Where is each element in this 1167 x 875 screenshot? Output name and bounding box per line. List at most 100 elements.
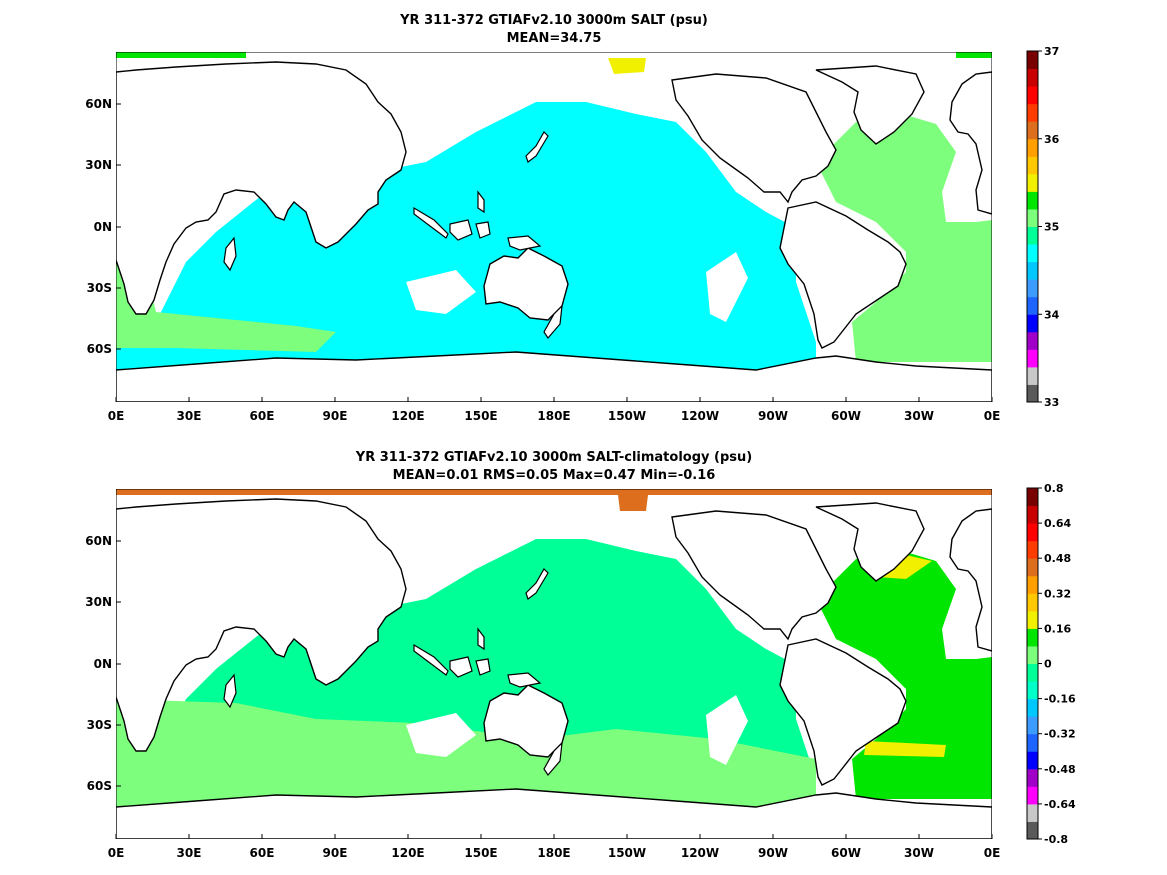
colorbar-tick-label: 0.64 — [1044, 517, 1071, 530]
colorbar-swatch — [1027, 523, 1038, 542]
lon-tick-label: 30W — [904, 409, 934, 423]
colorbar-swatch — [1027, 628, 1038, 647]
panel1-title-line: YR 311-372 GTIAFv2.10 3000m SALT (psu) — [400, 13, 708, 28]
colorbar-tick-label: 0.8 — [1044, 482, 1064, 495]
anomaly-field-lightgreen — [116, 699, 816, 807]
axes-layer: 0E 30E 60E 90E 120E 150E 180E 150W 120W 90W 60W 30W… — [85, 97, 1000, 860]
lat-tick-label: 0N — [94, 657, 112, 671]
colorbar-tick-label: 0.32 — [1044, 587, 1071, 600]
lat-tick-label: 60N — [85, 534, 112, 548]
panel1-title: YR 311-372 GTIAFv2.10 3000m SALT (psu) M… — [116, 12, 992, 48]
colorbar-swatch — [1027, 261, 1038, 280]
lat-tick-label: 30N — [85, 158, 112, 172]
colorbars: 33 34 35 36 37 0.8 0.64 0.48 0.32 0.16 0 -0.16 -0.32… — [1026, 45, 1076, 846]
colorbar-swatch — [1027, 488, 1038, 507]
colorbar-swatch — [1027, 803, 1038, 822]
colorbar-swatch — [1027, 331, 1038, 350]
colorbar-tick-label: 35 — [1044, 221, 1059, 234]
lon-tick-label: 0E — [984, 409, 1001, 423]
anomaly-field-atlantic — [816, 549, 992, 799]
panel1-map — [116, 52, 992, 402]
lon-tick-label: 90E — [323, 409, 348, 423]
lat-tick-label: 30S — [87, 718, 112, 732]
colorbar-swatch — [1027, 121, 1038, 140]
colorbar-swatch — [1027, 138, 1038, 157]
colorbar-swatch — [1027, 575, 1038, 594]
colorbar-swatch — [1027, 296, 1038, 315]
lon-tick-label: 0E — [984, 846, 1001, 860]
colorbar-swatch — [1027, 68, 1038, 87]
lon-tick-label: 60E — [250, 846, 275, 860]
colorbar-tick-label: -0.48 — [1044, 763, 1076, 776]
salinity-field-green — [816, 112, 992, 362]
colorbar-swatch — [1027, 610, 1038, 629]
colorbar-tick-label: -0.64 — [1044, 798, 1076, 811]
colorbar-tick-label: 36 — [1044, 133, 1060, 146]
colorbar-tick-label: 37 — [1044, 45, 1059, 58]
lat-tick-label: 30S — [87, 281, 112, 295]
lon-tick-label: 60W — [831, 409, 861, 423]
colorbar-swatch — [1027, 349, 1038, 368]
colorbar-tick-label: 33 — [1044, 396, 1059, 409]
lon-tick-label: 90W — [758, 846, 788, 860]
colorbar-swatch — [1027, 681, 1038, 700]
colorbar-tick-label: 0 — [1044, 658, 1052, 671]
colorbar-swatch — [1027, 191, 1038, 210]
lon-tick-label: 0E — [108, 846, 125, 860]
colorbar-swatch — [1027, 821, 1038, 840]
lat-tick-label: 60S — [87, 342, 112, 356]
colorbar-swatch — [1027, 593, 1038, 612]
colorbar-swatch — [1027, 768, 1038, 787]
colorbar-swatch — [1027, 540, 1038, 559]
lon-tick-label: 120E — [391, 409, 424, 423]
colorbar-swatch — [1027, 698, 1038, 717]
colorbar-tick-label: -0.32 — [1044, 728, 1076, 741]
lon-tick-label: 150W — [608, 846, 646, 860]
lon-tick-label: 120E — [391, 846, 424, 860]
colorbar-swatch — [1027, 384, 1038, 403]
lon-tick-label: 90E — [323, 846, 348, 860]
colorbar-swatch — [1027, 314, 1038, 333]
lat-tick-label: 30N — [85, 595, 112, 609]
colorbar-swatch — [1027, 645, 1038, 664]
colorbar-swatch — [1027, 786, 1038, 805]
colorbar-swatch — [1027, 366, 1038, 385]
lon-tick-label: 30E — [177, 409, 202, 423]
salinity-field-green-southern — [116, 222, 336, 352]
lon-tick-label: 150E — [464, 846, 497, 860]
colorbar-tick-label: 0.16 — [1044, 622, 1071, 635]
colorbar-tick-label: 0.48 — [1044, 552, 1071, 565]
panel2-title: YR 311-372 GTIAFv2.10 3000m SALT-climato… — [116, 449, 992, 485]
colorbar-swatch — [1027, 716, 1038, 735]
colorbar-swatch — [1027, 505, 1038, 524]
lon-tick-label: 120W — [681, 409, 719, 423]
panel1-mean-line: MEAN=34.75 — [506, 31, 602, 46]
lon-tick-label: 60W — [831, 846, 861, 860]
lat-tick-label: 0N — [94, 220, 112, 234]
colorbar-swatch — [1027, 244, 1038, 263]
panel2-stats-line: MEAN=0.01 RMS=0.05 Max=0.47 Min=-0.16 — [392, 468, 716, 483]
panel2-title-line: YR 311-372 GTIAFv2.10 3000m SALT-climato… — [355, 450, 753, 465]
colorbar-tick-label: 34 — [1044, 308, 1060, 321]
colorbar-tick-label: -0.16 — [1044, 693, 1076, 706]
lon-tick-label: 30E — [177, 846, 202, 860]
colorbar-swatch — [1027, 86, 1038, 105]
colorbar-swatch — [1027, 279, 1038, 298]
colorbar-swatch — [1027, 558, 1038, 577]
lat-tick-label: 60S — [87, 779, 112, 793]
colorbar-swatch — [1027, 226, 1038, 245]
colorbar-swatch — [1027, 173, 1038, 192]
colorbar-swatch — [1027, 208, 1038, 227]
lon-tick-label: 180E — [537, 409, 570, 423]
lon-tick-label: 30W — [904, 846, 934, 860]
colorbar-swatch — [1027, 751, 1038, 770]
lat-tick-label: 60N — [85, 97, 112, 111]
lon-tick-label: 150E — [464, 409, 497, 423]
colorbar-swatch — [1027, 51, 1038, 70]
colorbar-swatch — [1027, 733, 1038, 752]
lon-tick-label: 90W — [758, 409, 788, 423]
lon-tick-label: 150W — [608, 409, 646, 423]
colorbar-swatch — [1027, 663, 1038, 682]
colorbar-tick-label: -0.8 — [1044, 833, 1068, 846]
